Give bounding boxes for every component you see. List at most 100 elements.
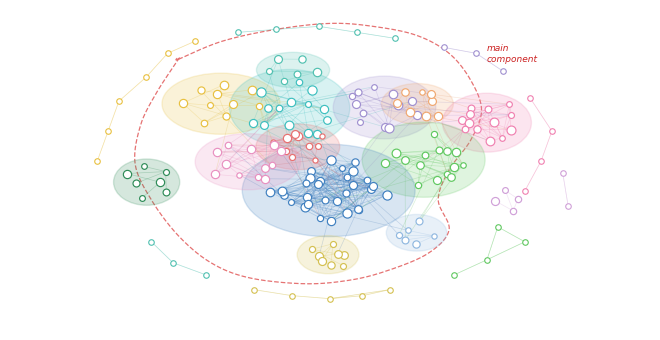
Point [417, 90, 428, 95]
Point [319, 106, 329, 112]
Point [489, 119, 500, 124]
Point [131, 181, 141, 186]
Point [506, 112, 517, 118]
Point [362, 177, 372, 183]
Point [260, 176, 271, 182]
Point [268, 139, 279, 144]
Point [286, 154, 297, 159]
Point [279, 78, 289, 84]
Point [321, 117, 332, 122]
Point [382, 192, 393, 197]
Point [314, 178, 325, 184]
Point [426, 91, 437, 97]
Point [312, 131, 322, 137]
Point [391, 150, 401, 156]
Point [273, 56, 283, 62]
Point [249, 287, 259, 292]
Point [449, 272, 460, 277]
Point [300, 204, 310, 209]
Ellipse shape [386, 215, 447, 251]
Point [160, 169, 171, 174]
Point [331, 198, 342, 204]
Point [451, 150, 461, 155]
Point [310, 157, 320, 163]
Point [205, 103, 215, 108]
Point [508, 208, 518, 214]
Point [525, 96, 535, 101]
Point [325, 262, 336, 267]
Point [325, 219, 336, 224]
Point [139, 164, 149, 169]
Point [399, 89, 410, 95]
Point [275, 149, 286, 154]
Point [388, 91, 399, 97]
Point [411, 113, 422, 118]
Point [178, 100, 188, 106]
Ellipse shape [242, 144, 415, 237]
Point [513, 196, 523, 202]
Point [384, 126, 395, 131]
Point [162, 51, 173, 56]
Point [304, 175, 315, 181]
Point [325, 296, 335, 301]
Point [314, 254, 324, 259]
Point [411, 241, 421, 247]
Point [446, 174, 457, 180]
Point [280, 148, 291, 154]
Point [519, 239, 530, 244]
Point [353, 206, 364, 211]
Point [263, 69, 274, 74]
Ellipse shape [381, 84, 453, 124]
Point [306, 246, 317, 252]
Point [222, 142, 233, 148]
Point [313, 181, 323, 187]
Point [379, 124, 390, 130]
Point [155, 180, 166, 185]
Point [442, 148, 453, 154]
Point [259, 165, 270, 171]
Point [319, 198, 330, 203]
Point [210, 172, 220, 177]
Point [228, 101, 238, 107]
Point [303, 202, 313, 207]
Point [368, 183, 378, 188]
Point [354, 207, 364, 213]
Point [316, 258, 327, 263]
Ellipse shape [257, 52, 329, 88]
Point [315, 215, 325, 221]
Point [312, 69, 323, 74]
Ellipse shape [230, 69, 350, 147]
Point [352, 30, 362, 35]
Point [354, 119, 365, 124]
Point [342, 174, 352, 180]
Point [277, 188, 288, 193]
Point [248, 121, 258, 126]
Point [400, 237, 411, 243]
Point [189, 39, 200, 44]
Point [274, 105, 284, 110]
Point [457, 118, 468, 123]
Point [342, 210, 352, 216]
Point [420, 152, 431, 158]
Point [328, 241, 339, 246]
Point [498, 69, 508, 74]
Point [303, 130, 313, 136]
Point [471, 51, 481, 56]
Point [490, 198, 500, 203]
Point [246, 147, 257, 152]
Point [442, 171, 453, 177]
Point [292, 71, 302, 76]
Point [519, 188, 530, 194]
Point [429, 132, 440, 137]
Point [161, 189, 172, 195]
Point [212, 150, 222, 155]
Ellipse shape [256, 124, 340, 170]
Point [471, 126, 482, 132]
Point [414, 219, 424, 224]
Point [497, 135, 508, 140]
Point [168, 260, 178, 266]
Point [200, 272, 211, 277]
Point [304, 143, 315, 149]
Point [350, 159, 360, 165]
Point [402, 228, 412, 233]
